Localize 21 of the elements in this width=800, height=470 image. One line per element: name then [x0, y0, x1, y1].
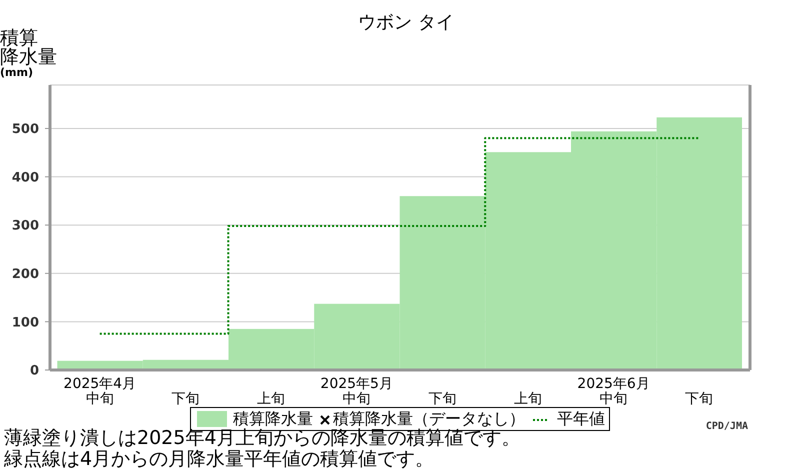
legend-label: 積算降水量（データなし） — [333, 409, 525, 428]
x-tick-label: 上旬 — [257, 391, 286, 407]
x-tick-label: 上旬 — [514, 391, 542, 407]
text: 緑点線は4月からの月降水量平年値の積算値です。 — [4, 448, 434, 470]
y-tick-label: 400 — [12, 170, 39, 186]
legend-label: 積算降水量 — [233, 409, 313, 428]
y-tick-label: 300 — [12, 218, 39, 234]
legend-label: 平年値 — [557, 409, 605, 429]
x-tick-label: 下旬 — [685, 391, 714, 407]
x-tick-label: 2025年4月中旬 — [64, 376, 136, 407]
x-tick-label: 2025年6月中旬 — [577, 376, 650, 407]
x-tick-label: 下旬 — [171, 391, 200, 407]
x-tick-label: 下旬 — [428, 391, 456, 407]
chart-title: ウボン タイ — [358, 12, 454, 33]
text: CPD/JMA — [706, 421, 748, 432]
y-tick-label: 200 — [12, 267, 39, 282]
y-tick-label: 500 — [12, 122, 39, 138]
y-axis-title: 積算降水量(mm) — [0, 27, 57, 79]
y-tick-label: 100 — [12, 315, 39, 330]
y-tick-label: 0 — [30, 364, 39, 379]
x-tick-label: 2025年5月中旬 — [320, 376, 393, 407]
